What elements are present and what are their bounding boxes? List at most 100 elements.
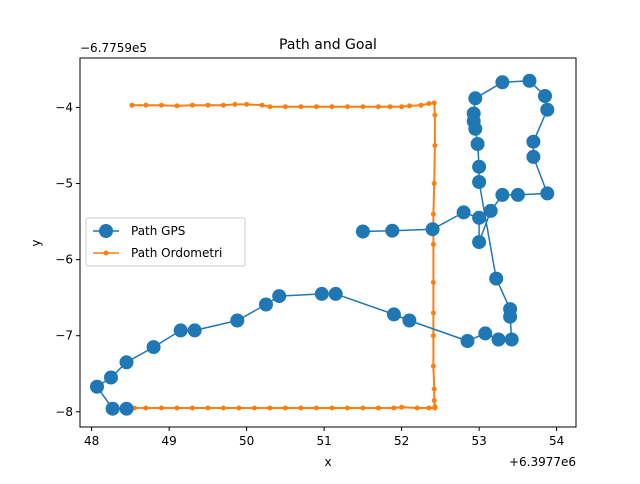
data-point-path-gps	[468, 121, 483, 136]
data-point-path-ordometri	[174, 405, 180, 411]
data-point-path-ordometri	[431, 386, 437, 392]
data-point-path-gps	[483, 203, 498, 218]
y-tick-label: −6	[55, 253, 73, 267]
data-point-path-ordometri	[259, 102, 265, 108]
data-point-path-ordometri	[432, 112, 438, 118]
data-point-path-ordometri	[431, 181, 437, 186]
data-point-path-gps	[385, 223, 400, 238]
legend: Path GPS Path Ordometri	[85, 217, 246, 267]
x-tick-label: 53	[471, 434, 486, 448]
data-point-path-gps	[510, 187, 525, 202]
data-point-path-ordometri	[430, 363, 436, 369]
x-tick-label: 51	[316, 434, 331, 448]
data-point-path-gps	[104, 370, 118, 385]
plot-frame	[79, 57, 577, 428]
data-point-path-ordometri	[267, 104, 273, 110]
data-point-path-ordometri	[329, 405, 335, 411]
data-point-path-ordometri	[426, 405, 432, 411]
x-tick-label: 48	[84, 434, 99, 448]
data-point-path-ordometri	[431, 397, 437, 403]
data-point-path-gps	[119, 355, 134, 370]
data-point-path-gps	[472, 235, 487, 250]
y-tick-label: −8	[55, 405, 73, 419]
data-point-path-gps	[146, 340, 161, 355]
data-point-path-ordometri	[282, 405, 288, 411]
data-point-path-gps	[472, 159, 487, 174]
data-point-path-ordometri	[426, 101, 432, 107]
data-point-path-gps	[460, 334, 475, 348]
legend-gps-marker	[99, 224, 113, 238]
legend-odometry-label: Path Ordometri	[131, 246, 222, 260]
data-point-path-ordometri	[143, 102, 149, 108]
data-point-path-gps	[328, 286, 343, 301]
data-point-path-ordometri	[313, 405, 319, 411]
data-point-path-gps	[173, 323, 188, 338]
data-point-path-ordometri	[391, 405, 397, 411]
y-tick-label: −4	[55, 100, 73, 114]
data-point-path-ordometri	[375, 405, 381, 411]
data-point-path-gps	[503, 309, 518, 324]
data-point-path-gps	[495, 75, 510, 90]
data-point-path-gps	[456, 205, 471, 220]
x-tick-label: 52	[394, 434, 409, 448]
data-point-path-ordometri	[432, 405, 438, 411]
data-point-path-ordometri	[143, 405, 149, 411]
data-point-path-ordometri	[251, 405, 257, 411]
y-offset-label: −6.7759e5	[80, 41, 147, 55]
y-tick-label: −5	[55, 177, 73, 191]
data-point-path-ordometri	[375, 104, 381, 110]
data-point-path-ordometri	[344, 405, 350, 411]
data-point-path-gps	[522, 73, 537, 88]
x-axis-label: x	[324, 455, 331, 469]
data-point-path-gps	[259, 297, 273, 312]
data-point-path-ordometri	[189, 102, 195, 108]
data-point-path-gps	[472, 210, 487, 225]
data-point-path-ordometri	[430, 310, 436, 316]
data-point-path-ordometri	[220, 102, 226, 108]
data-point-path-ordometri	[406, 103, 412, 109]
data-point-path-ordometri	[432, 143, 438, 148]
data-point-path-gps	[386, 307, 401, 322]
data-point-path-ordometri	[431, 100, 437, 106]
data-point-path-ordometri	[329, 104, 335, 110]
data-point-path-ordometri	[399, 404, 405, 410]
data-point-path-ordometri	[189, 405, 195, 411]
data-point-path-gps	[272, 289, 287, 304]
data-point-path-ordometri	[158, 102, 164, 108]
data-point-path-gps	[470, 137, 485, 151]
data-point-path-ordometri	[267, 405, 273, 411]
data-point-path-ordometri	[430, 211, 436, 217]
data-point-path-ordometri	[414, 405, 420, 411]
data-point-path-gps	[355, 224, 370, 239]
data-point-path-ordometri	[232, 101, 238, 107]
data-point-path-ordometri	[158, 405, 164, 411]
data-point-path-gps	[468, 91, 483, 106]
series-line-path-ordometri	[131, 101, 436, 409]
data-point-path-ordometri	[282, 104, 288, 110]
x-offset-label: +6.3977e6	[509, 455, 576, 469]
data-point-path-gps	[540, 186, 555, 201]
data-point-path-gps	[526, 134, 541, 149]
data-point-path-ordometri	[360, 104, 366, 110]
data-point-path-gps	[472, 175, 487, 189]
x-tick-label: 54	[549, 434, 564, 448]
data-point-path-gps	[425, 222, 440, 237]
data-point-path-ordometri	[430, 241, 436, 247]
x-tick-label: 49	[161, 434, 176, 448]
data-point-path-gps	[119, 401, 134, 416]
data-point-path-ordometri	[418, 102, 424, 108]
y-tick-label: −7	[55, 329, 73, 343]
data-point-path-ordometri	[387, 104, 393, 110]
data-point-path-ordometri	[220, 405, 226, 411]
chart-title: Path and Goal	[279, 37, 377, 53]
data-point-path-ordometri	[129, 102, 135, 108]
data-point-path-gps	[187, 323, 202, 338]
y-axis-label: y	[29, 239, 43, 246]
x-tick-label: 50	[239, 434, 254, 448]
data-point-path-ordometri	[360, 405, 366, 411]
data-point-path-ordometri	[430, 333, 436, 339]
data-point-path-gps	[538, 89, 552, 103]
data-point-path-gps	[230, 313, 245, 328]
data-point-path-gps	[478, 326, 493, 341]
